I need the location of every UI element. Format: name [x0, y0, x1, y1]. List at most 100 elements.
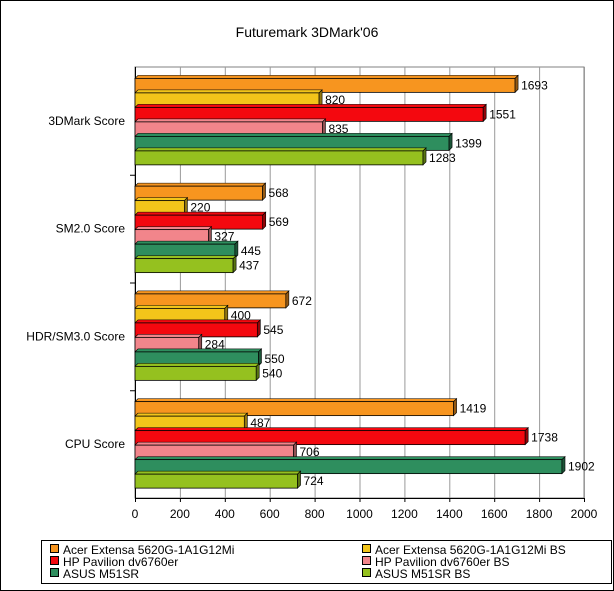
bar-top-3-1	[134, 412, 249, 417]
bar-side-3-0	[453, 397, 457, 417]
x-tick-label-1: 200	[170, 507, 190, 521]
bar-top-0-5	[134, 147, 427, 152]
x-tick-label-8: 1600	[481, 507, 508, 521]
bar-side-3-4	[561, 455, 566, 475]
bar-side-2-2	[257, 319, 261, 338]
legend: Acer Extensa 5620G-1A1G12Mi Acer Extensa …	[41, 540, 612, 584]
bar-side-0-0	[514, 74, 519, 94]
legend-swatch-3	[362, 556, 371, 565]
bar-top-2-2	[134, 319, 262, 324]
bar-top-2-1	[134, 305, 229, 309]
legend-item-4: ASUS M51SR	[50, 568, 139, 580]
bar-side-3-3	[293, 441, 297, 460]
data-label-2-1: 400	[231, 308, 251, 322]
legend-item-3: HP Pavilion dv6760er BS	[362, 556, 510, 568]
data-label-2-3: 284	[205, 337, 225, 351]
x-tick-label-7: 1400	[436, 507, 463, 521]
bar-top-3-0	[134, 398, 458, 402]
data-label-3-1: 487	[250, 416, 270, 430]
bar-side-0-2	[482, 103, 487, 123]
legend-label-5: ASUS M51SR BS	[375, 567, 471, 581]
x-tick-label-6: 1200	[391, 507, 418, 521]
bar-top-0-1	[134, 89, 323, 94]
bar-side-3-1	[244, 412, 248, 431]
x-tick-label-2: 400	[215, 507, 235, 521]
bar-side-1-3	[208, 225, 212, 245]
legend-label-2: HP Pavilion dv6760er	[63, 555, 179, 569]
bar-side-1-1	[184, 196, 188, 216]
data-label-0-0: 1693	[521, 78, 548, 92]
bar-side-1-2	[262, 211, 267, 230]
data-label-2-0: 672	[292, 294, 312, 308]
bar-top-0-2	[134, 104, 487, 108]
x-tick-label-0: 0	[132, 507, 139, 521]
data-label-0-4: 1399	[455, 136, 482, 150]
data-label-3-2: 1738	[531, 431, 558, 445]
category-label-1: SM2.0 Score	[56, 222, 126, 236]
data-label-3-5: 724	[304, 474, 324, 488]
legend-label-4: ASUS M51SR	[63, 567, 140, 581]
legend-label-1: Acer Extensa 5620G-1A1G12Mi BS	[375, 543, 566, 557]
bar-side-1-5	[232, 254, 237, 274]
chart-title: Futuremark 3DMark'06	[236, 24, 379, 40]
legend-swatch-5	[362, 568, 371, 577]
category-label-2: HDR/SM3.0 Score	[26, 329, 125, 343]
bar-top-3-5	[134, 470, 302, 475]
data-label-1-5: 437	[239, 259, 259, 273]
data-label-3-3: 706	[299, 445, 319, 459]
bar-top-1-2	[134, 211, 267, 216]
legend-swatch-1	[362, 544, 371, 553]
legend-item-2: HP Pavilion dv6760er	[50, 556, 178, 568]
bar-side-2-3	[198, 333, 203, 353]
legend-item-5: ASUS M51SR BS	[362, 568, 470, 580]
bar-side-0-1	[318, 89, 323, 108]
bar-side-2-1	[224, 304, 229, 324]
bar-top-2-3	[134, 334, 203, 338]
data-label-1-0: 568	[269, 186, 289, 200]
legend-swatch-4	[50, 568, 59, 577]
x-tick-label-3: 600	[260, 507, 280, 521]
legend-swatch-0	[50, 544, 59, 553]
bar-top-0-3	[134, 118, 327, 123]
bar-2-5	[134, 365, 257, 381]
bar-side-1-4	[234, 240, 239, 259]
bar-side-1-0	[262, 182, 266, 201]
bar-3-5	[134, 473, 298, 489]
bar-top-3-2	[134, 427, 529, 431]
x-tick-label-4: 800	[305, 507, 325, 521]
legend-label-0: Acer Extensa 5620G-1A1G12Mi	[63, 543, 235, 557]
bar-top-2-0	[134, 290, 290, 295]
bar-top-1-4	[134, 240, 239, 245]
bar-top-2-5	[134, 363, 260, 367]
data-label-1-4: 445	[241, 244, 261, 258]
data-label-3-0: 1419	[460, 402, 487, 416]
legend-label-3: HP Pavilion dv6760er BS	[375, 555, 510, 569]
bar-top-1-3	[134, 226, 213, 230]
x-tick-label-9: 1800	[526, 507, 553, 521]
bar-0-5	[134, 150, 424, 166]
bar-side-0-3	[322, 118, 326, 137]
data-label-1-1: 220	[190, 201, 210, 215]
data-label-2-4: 550	[264, 352, 284, 366]
data-label-3-4: 1902	[568, 460, 595, 474]
category-label-0: 3DMark Score	[48, 114, 125, 128]
data-label-1-3: 327	[214, 230, 234, 244]
data-label-0-5: 1283	[429, 151, 456, 165]
bar-top-2-4	[134, 348, 263, 353]
x-tick-label-5: 1000	[346, 507, 373, 521]
bar-side-0-4	[448, 132, 453, 152]
category-label-3: CPU Score	[65, 437, 125, 451]
data-label-2-2: 545	[263, 323, 283, 337]
data-label-0-3: 835	[328, 122, 348, 136]
bar-top-3-3	[134, 441, 298, 446]
bar-top-1-1	[134, 197, 189, 201]
bar-side-2-0	[285, 290, 290, 309]
bar-top-0-0	[134, 75, 519, 79]
bar-side-0-5	[422, 147, 427, 166]
bar-top-1-5	[134, 255, 237, 259]
bar-side-2-5	[255, 362, 260, 382]
bar-top-1-0	[134, 182, 267, 187]
bar-side-3-5	[297, 470, 301, 489]
